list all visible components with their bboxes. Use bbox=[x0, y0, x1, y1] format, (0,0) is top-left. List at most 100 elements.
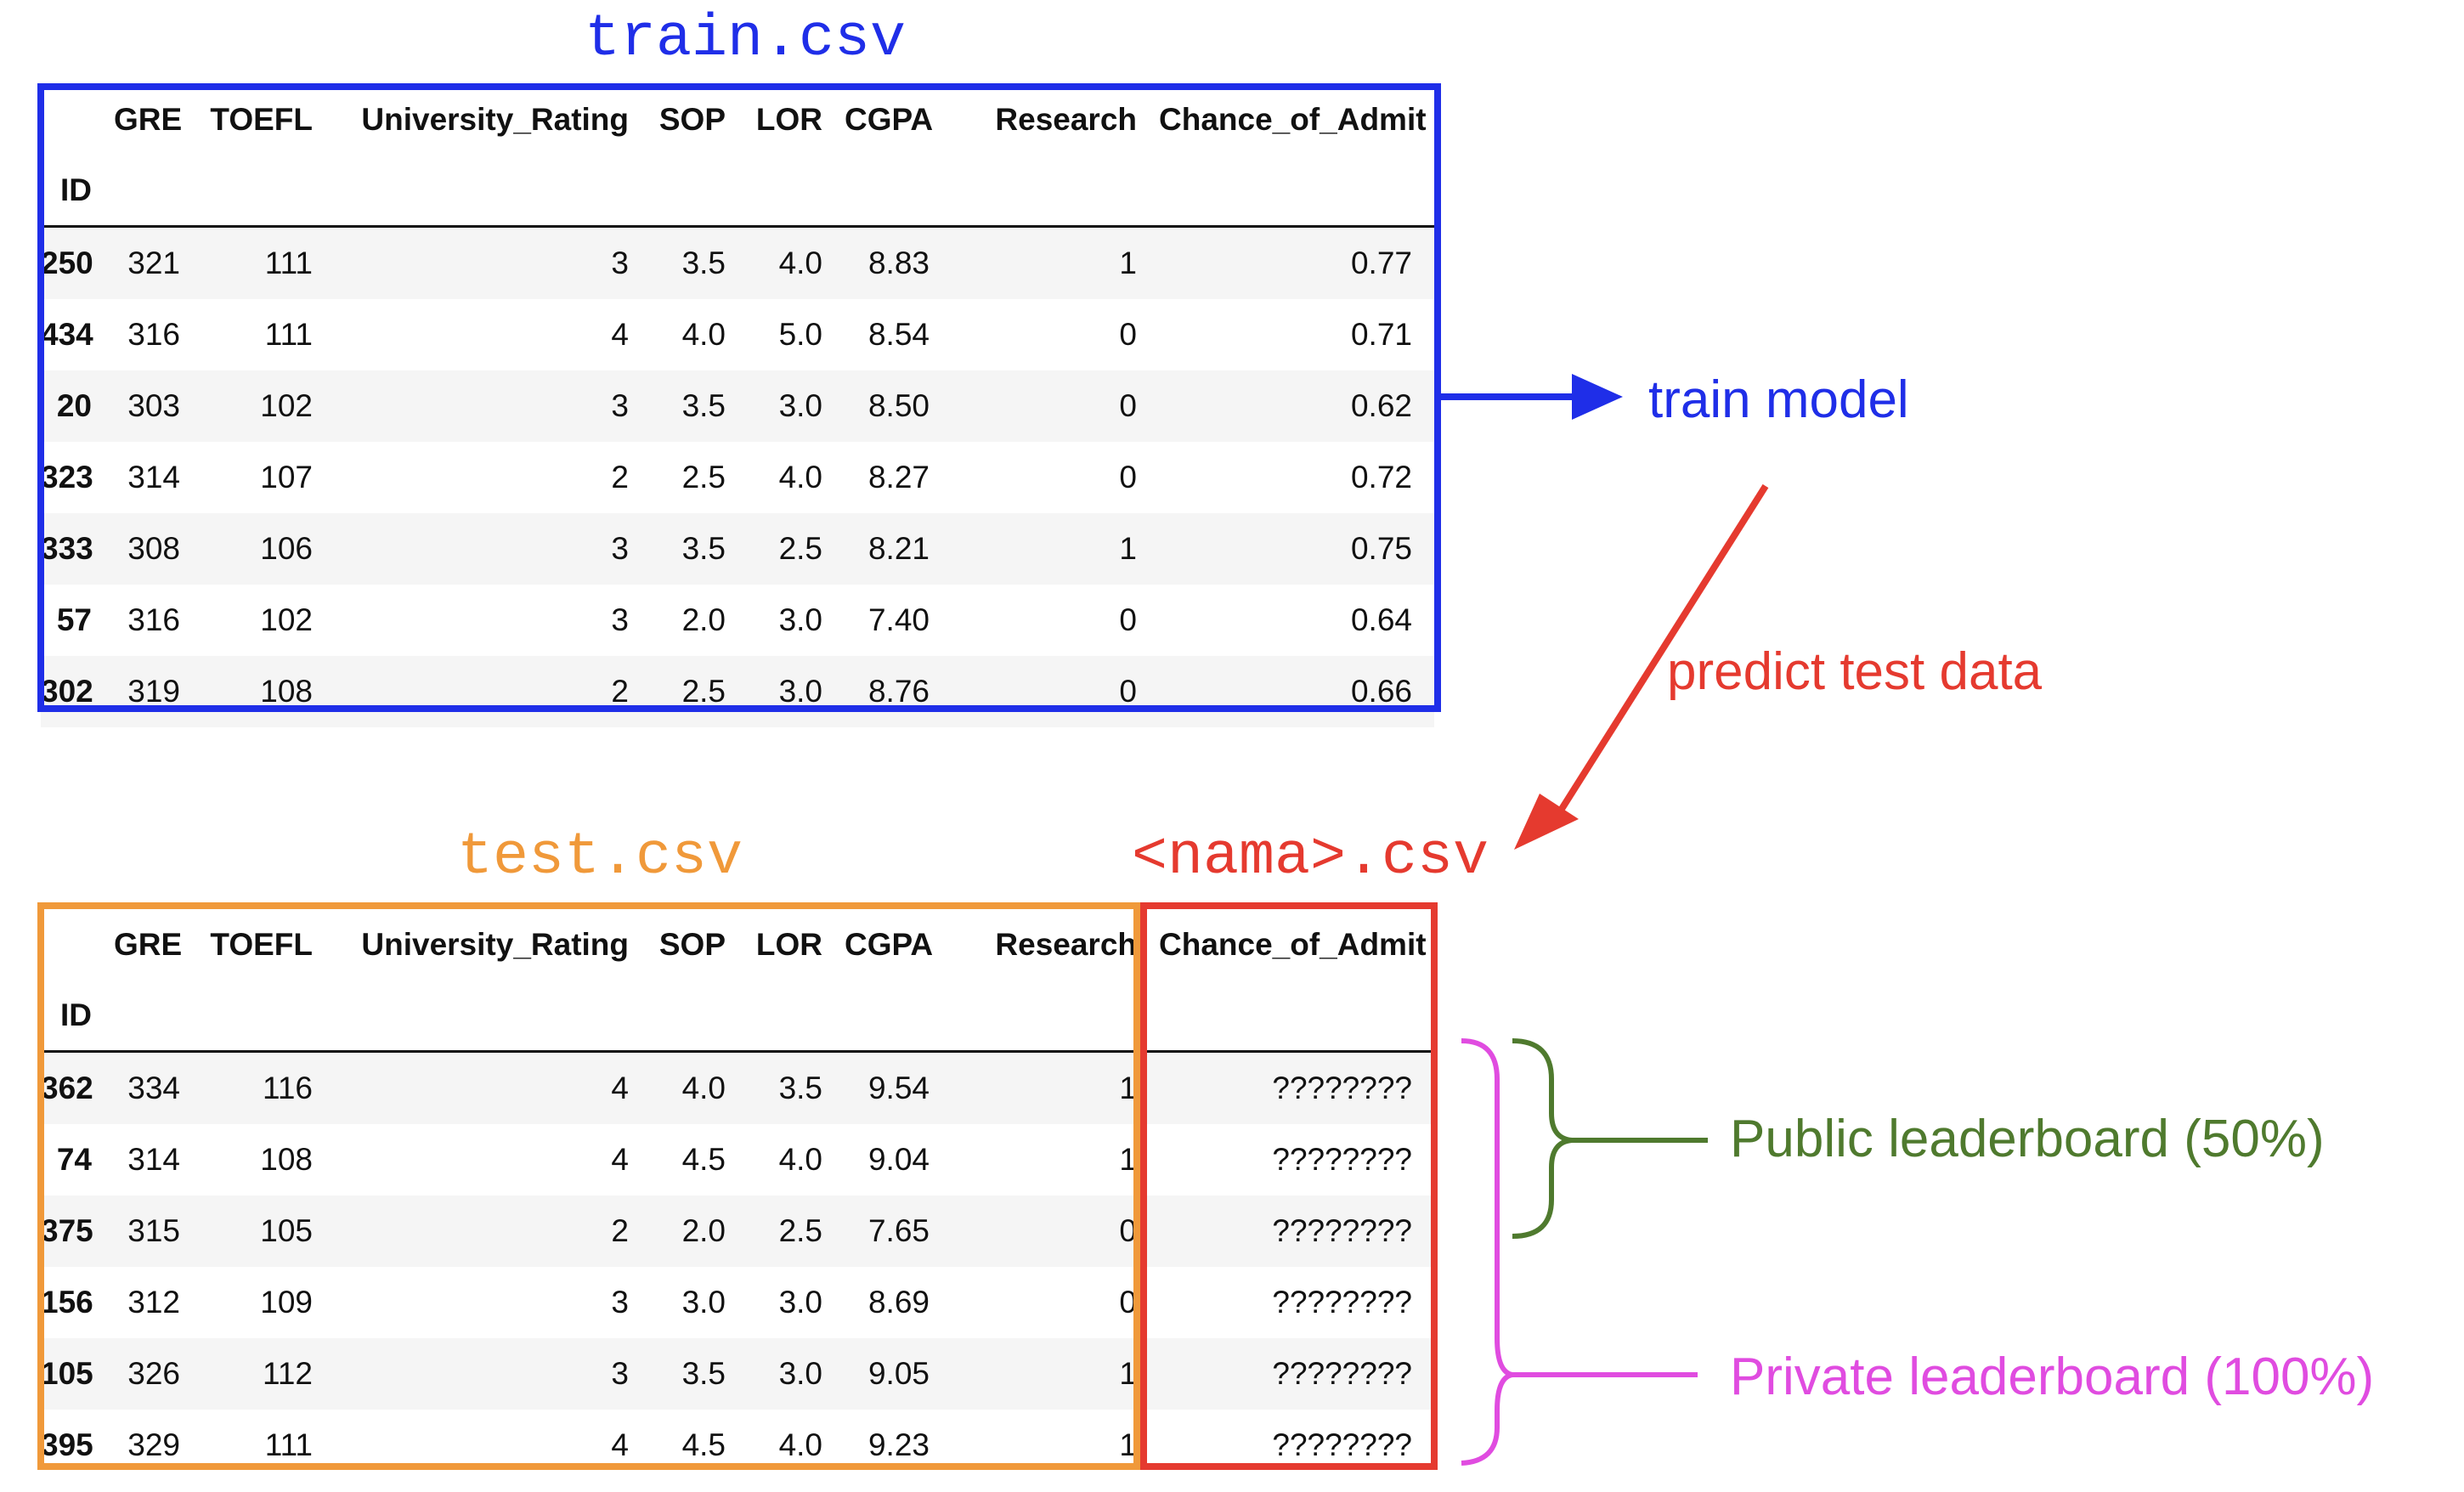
train-cell: 7.40 bbox=[867, 602, 930, 637]
train-cell: 0 bbox=[1119, 388, 1137, 423]
train-cell: 2.5 bbox=[778, 531, 822, 566]
test-cell: 116 bbox=[263, 1071, 313, 1105]
test-cell: ???????? bbox=[1272, 1071, 1412, 1105]
train-row-id: 323 bbox=[41, 460, 93, 495]
test-col-header: Research bbox=[995, 927, 1137, 962]
test-cell: 0 bbox=[1119, 1213, 1137, 1248]
train-table: GRE TOEFL University_Rating SOP LOR CGPA… bbox=[41, 85, 1434, 727]
test-cell: 105 bbox=[260, 1213, 313, 1248]
train-cell: 8.54 bbox=[867, 317, 930, 352]
train-cell: 3 bbox=[611, 246, 629, 280]
train-cell: 0 bbox=[1119, 460, 1137, 495]
train-cell: 0.64 bbox=[1350, 602, 1412, 637]
train-cell: 3.5 bbox=[681, 246, 726, 280]
test-cell: 2.5 bbox=[778, 1213, 822, 1248]
train-cell: 316 bbox=[127, 602, 180, 637]
train-cell: 8.27 bbox=[867, 460, 930, 495]
train-cell: 0 bbox=[1119, 674, 1137, 709]
test-col-header: GRE bbox=[114, 927, 183, 962]
train-cell: 319 bbox=[127, 674, 180, 709]
train-cell: 102 bbox=[260, 602, 313, 637]
train-cell: 321 bbox=[127, 246, 180, 280]
train-model-label: train model bbox=[1648, 370, 1909, 429]
test-cell: ???????? bbox=[1272, 1142, 1412, 1177]
train-cell: 3.5 bbox=[681, 388, 726, 423]
train-col-header: Chance_of_Admit bbox=[1159, 102, 1427, 137]
test-table: GRE TOEFL University_Rating SOP LOR CGPA… bbox=[41, 910, 1434, 1481]
train-table-row: 333 308 106 3 3.5 2.5 8.21 1 0.75 bbox=[41, 513, 1434, 585]
train-row-id: 434 bbox=[41, 317, 93, 352]
test-table-row: 375 315 105 2 2.0 2.5 7.65 0???????? bbox=[41, 1195, 1434, 1267]
test-cell: ???????? bbox=[1272, 1213, 1412, 1248]
train-cell: 0 bbox=[1119, 317, 1137, 352]
train-cell: 303 bbox=[127, 388, 180, 423]
test-cell: 315 bbox=[127, 1213, 180, 1248]
train-index-header-row: ID bbox=[41, 155, 1434, 228]
train-row-id: 250 bbox=[41, 246, 93, 280]
prediction-file-label: <nama>.csv bbox=[1132, 824, 1489, 891]
predict-test-data-label: predict test data bbox=[1667, 642, 2043, 701]
test-cell: 2 bbox=[611, 1213, 629, 1248]
train-model-arrowhead bbox=[1572, 374, 1623, 420]
train-cell: 2 bbox=[611, 460, 629, 495]
predict-arrowhead bbox=[1514, 794, 1579, 850]
test-cell: 4.5 bbox=[681, 1142, 726, 1177]
test-cell: 9.54 bbox=[867, 1071, 930, 1105]
test-cell: 8.69 bbox=[867, 1285, 930, 1320]
train-cell: 1 bbox=[1119, 246, 1137, 280]
test-col-header: CGPA bbox=[845, 927, 934, 962]
train-table-row: 57 316 102 3 2.0 3.0 7.40 0 0.64 bbox=[41, 585, 1434, 656]
test-cell: 1 bbox=[1119, 1356, 1137, 1391]
private-brace bbox=[1461, 1038, 1513, 1466]
train-row-id: 20 bbox=[56, 388, 92, 423]
test-cell: 3 bbox=[611, 1285, 629, 1320]
test-cell: 1 bbox=[1119, 1427, 1137, 1462]
train-cell: 2.5 bbox=[681, 674, 726, 709]
test-cell: 108 bbox=[260, 1142, 313, 1177]
train-table-row: 20 303 102 3 3.5 3.0 8.50 0 0.62 bbox=[41, 370, 1434, 442]
prediction-frame bbox=[1140, 902, 1438, 1470]
test-cell: 3 bbox=[611, 1356, 629, 1391]
train-cell: 102 bbox=[260, 388, 313, 423]
test-row-id: 395 bbox=[41, 1427, 93, 1462]
train-cell: 0.71 bbox=[1350, 317, 1412, 352]
test-row-id: 74 bbox=[56, 1142, 92, 1177]
train-cell: 3 bbox=[611, 388, 629, 423]
private-leaderboard-label: Private leaderboard (100%) bbox=[1730, 1348, 2375, 1406]
test-row-id: 156 bbox=[41, 1285, 93, 1320]
test-col-header: SOP bbox=[658, 927, 726, 962]
test-cell: 312 bbox=[127, 1285, 180, 1320]
test-cell: 314 bbox=[127, 1142, 180, 1177]
train-cell: 314 bbox=[127, 460, 180, 495]
test-col-header: University_Rating bbox=[361, 927, 629, 962]
train-table-row: 323 314 107 2 2.5 4.0 8.27 0 0.72 bbox=[41, 442, 1434, 513]
test-cell: 111 bbox=[264, 1427, 313, 1462]
train-col-header: University_Rating bbox=[361, 102, 629, 137]
train-cell: 107 bbox=[260, 460, 313, 495]
test-table-row: 362 334 116 4 4.0 3.5 9.54 1???????? bbox=[41, 1051, 1434, 1124]
train-row-id: 333 bbox=[41, 531, 93, 566]
train-cell: 3.0 bbox=[778, 674, 822, 709]
train-cell: 1 bbox=[1119, 531, 1137, 566]
test-cell: 4.0 bbox=[778, 1427, 822, 1462]
test-file-label: test.csv bbox=[457, 824, 743, 891]
test-table-row: 156 312 109 3 3.0 3.0 8.69 0???????? bbox=[41, 1267, 1434, 1338]
test-cell: 3.0 bbox=[778, 1356, 822, 1391]
train-col-header: SOP bbox=[658, 102, 726, 137]
public-brace bbox=[1512, 1038, 1573, 1239]
train-frame bbox=[37, 83, 1441, 712]
test-cell: 3.0 bbox=[778, 1285, 822, 1320]
test-cell: 4.0 bbox=[778, 1142, 822, 1177]
test-cell: 334 bbox=[127, 1071, 180, 1105]
test-cell: 112 bbox=[263, 1356, 313, 1391]
test-cell: 9.04 bbox=[867, 1142, 930, 1177]
test-cell: 2.0 bbox=[681, 1213, 726, 1248]
train-cell: 3.5 bbox=[681, 531, 726, 566]
test-header-row: GRE TOEFL University_Rating SOP LOR CGPA… bbox=[41, 910, 1434, 980]
train-cell: 2 bbox=[611, 674, 629, 709]
test-frame bbox=[37, 902, 1140, 1470]
test-cell: 4.0 bbox=[681, 1071, 726, 1105]
train-cell: 0.75 bbox=[1350, 531, 1412, 566]
test-cell: 7.65 bbox=[867, 1213, 930, 1248]
